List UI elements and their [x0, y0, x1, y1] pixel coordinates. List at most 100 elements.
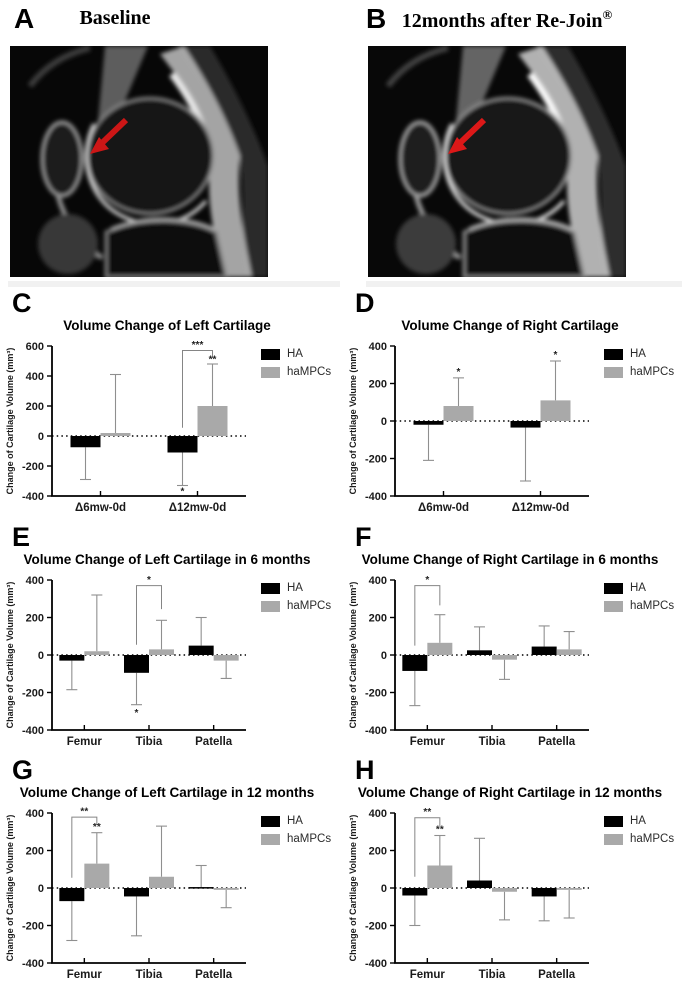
svg-text:Δ6mw-0d: Δ6mw-0d: [418, 502, 469, 514]
svg-text:-200: -200: [22, 687, 44, 699]
legend-item-ha: HA: [604, 582, 674, 594]
panel-e-letter: E: [12, 522, 31, 552]
chart-title: Volume Change of Left Cartilage in 12 mo…: [19, 785, 315, 800]
mri-image-baseline: [10, 46, 268, 277]
legend-label: HA: [630, 348, 646, 360]
legend-item-ha: HA: [604, 815, 674, 827]
svg-text:Femur: Femur: [67, 969, 103, 981]
legend-swatch-ha: [261, 348, 280, 360]
svg-text:Tibia: Tibia: [136, 969, 163, 981]
chart-legend: HA haMPCs: [261, 348, 331, 384]
bar-chart: 400 200 0 -200 -400 Change of Cartilage Volum…: [348, 807, 589, 981]
panel-c-letter: C: [12, 288, 32, 318]
chart-legend: HA haMPCs: [604, 348, 674, 384]
panel-f-letter: F: [355, 522, 372, 552]
svg-text:Change of Cartilage Volume (mm: Change of Cartilage Volume (mm³): [5, 815, 15, 962]
legend-label: haMPCs: [630, 833, 675, 845]
registered-trademark-mark: ®: [602, 7, 613, 22]
panel-a-title: Baseline: [79, 7, 151, 29]
divider-strip-left: [8, 281, 340, 287]
svg-text:0: 0: [38, 431, 44, 443]
svg-text:Δ6mw-0d: Δ6mw-0d: [75, 502, 126, 514]
svg-text:200: 200: [369, 378, 387, 390]
svg-text:Δ12mw-0d: Δ12mw-0d: [512, 502, 569, 514]
legend-item-hampcs: haMPCs: [261, 600, 331, 612]
svg-text:Patella: Patella: [195, 736, 233, 748]
svg-text:Femur: Femur: [410, 969, 446, 981]
svg-text:-200: -200: [365, 920, 387, 932]
svg-text:Patella: Patella: [538, 736, 576, 748]
legend-item-hampcs: haMPCs: [604, 600, 674, 612]
svg-text:Femur: Femur: [410, 736, 446, 748]
legend-label: HA: [287, 582, 303, 594]
svg-text:-400: -400: [365, 725, 387, 737]
divider-strip-right: [366, 281, 682, 287]
chart-title: Volume Change of Right Cartilage in 12 m…: [357, 785, 663, 800]
legend-item-ha: HA: [261, 582, 331, 594]
legend-item-ha: HA: [261, 815, 331, 827]
bar-chart: 400 200 0 -200 -400 Change of Cartilage Volum…: [5, 807, 246, 981]
svg-text:200: 200: [369, 845, 387, 857]
bar-chart: 600 400 200 0 -200 -400 Change of Cartilage Vo…: [5, 340, 246, 514]
bar-chart: 400 200 0 -200 -400 Change of Cartilage Volum…: [348, 575, 589, 748]
svg-text:Change of Cartilage Volume (mm: Change of Cartilage Volume (mm³): [5, 348, 15, 495]
chart-legend: HA haMPCs: [261, 815, 331, 851]
chart-title: Volume Change of Left Cartilage in 6 mon…: [23, 552, 311, 567]
legend-swatch-ha: [261, 815, 280, 827]
panel-d-letter: D: [355, 288, 375, 318]
svg-text:**: **: [93, 822, 101, 833]
legend-swatch-ha: [604, 348, 623, 360]
chart-legend: HA haMPCs: [261, 582, 331, 618]
svg-text:*: *: [135, 708, 139, 719]
legend-item-hampcs: haMPCs: [261, 833, 331, 845]
panel-b-letter: B: [366, 3, 387, 34]
svg-text:Tibia: Tibia: [136, 736, 163, 748]
svg-text:Change of Cartilage Volume (mm: Change of Cartilage Volume (mm³): [348, 348, 358, 495]
svg-text:400: 400: [369, 341, 387, 353]
legend-label: haMPCs: [287, 833, 332, 845]
panel-a-letter: A: [14, 3, 35, 34]
svg-text:-200: -200: [365, 453, 387, 465]
svg-text:**: **: [423, 807, 431, 818]
panel-g-letter: G: [12, 755, 34, 785]
svg-text:**: **: [80, 807, 88, 818]
svg-text:Change of Cartilage Volume (mm: Change of Cartilage Volume (mm³): [5, 582, 15, 729]
svg-text:400: 400: [369, 575, 387, 587]
legend-item-hampcs: haMPCs: [604, 833, 674, 845]
svg-text:Change of Cartilage Volume (mm: Change of Cartilage Volume (mm³): [348, 815, 358, 962]
svg-text:*: *: [457, 367, 461, 378]
svg-text:0: 0: [381, 650, 387, 662]
svg-text:-200: -200: [22, 461, 44, 473]
svg-text:Femur: Femur: [67, 736, 103, 748]
bar-chart: 400 200 0 -200 -400 Change of Cartilage Volum…: [5, 575, 246, 748]
legend-label: haMPCs: [287, 366, 332, 378]
legend-label: haMPCs: [287, 600, 332, 612]
legend-label: HA: [287, 815, 303, 827]
svg-text:0: 0: [38, 883, 44, 895]
legend-swatch-hampcs: [261, 600, 280, 612]
legend-label: HA: [630, 815, 646, 827]
mri-image-12-months: [368, 46, 626, 277]
svg-text:400: 400: [369, 808, 387, 820]
legend-item-hampcs: haMPCs: [261, 366, 331, 378]
svg-text:Tibia: Tibia: [479, 969, 506, 981]
chart-title: Volume Change of Right Cartilage: [401, 318, 619, 333]
panel-h-letter: H: [355, 755, 375, 785]
svg-text:Δ12mw-0d: Δ12mw-0d: [169, 502, 226, 514]
panel-b-title-text: 12months after Re-Join: [401, 10, 603, 32]
chart-legend: HA haMPCs: [604, 582, 674, 618]
svg-text:0: 0: [381, 416, 387, 428]
legend-swatch-hampcs: [604, 366, 623, 378]
svg-text:0: 0: [381, 883, 387, 895]
legend-label: haMPCs: [630, 366, 675, 378]
svg-text:0: 0: [38, 650, 44, 662]
svg-text:-400: -400: [365, 491, 387, 503]
legend-item-ha: HA: [604, 348, 674, 360]
svg-text:-200: -200: [22, 920, 44, 932]
chart-title: Volume Change of Left Cartilage: [63, 318, 271, 333]
svg-text:*: *: [425, 575, 429, 586]
legend-swatch-ha: [604, 815, 623, 827]
chart-panel-h: H Volume Change of Right Cartilage in 12…: [343, 757, 685, 991]
svg-text:*: *: [147, 575, 151, 586]
